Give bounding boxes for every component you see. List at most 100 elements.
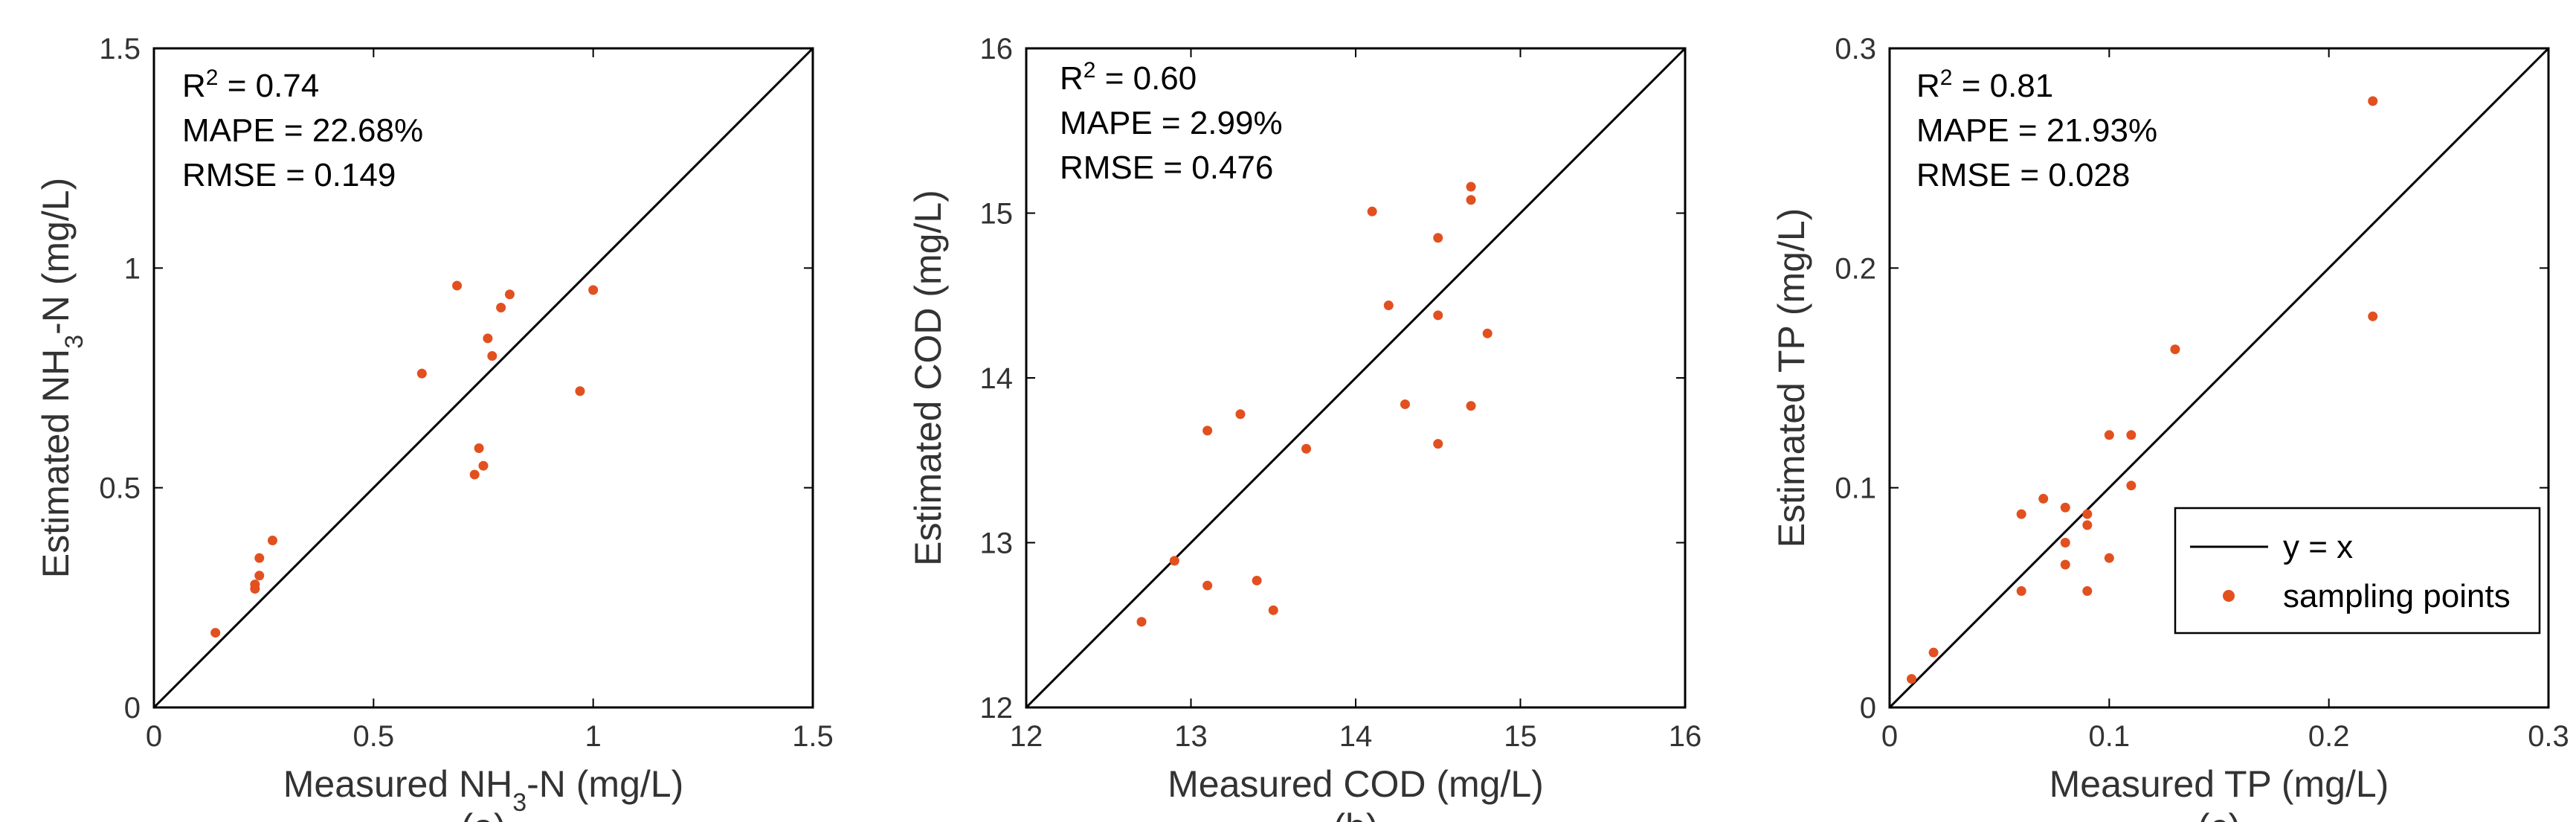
y-tick-label: 0.5 xyxy=(99,472,141,505)
stat-mape: MAPE = 2.99% xyxy=(1060,105,1283,141)
x-axis-label: Measured NH3-N (mg/L) xyxy=(283,763,683,817)
data-point xyxy=(575,386,585,396)
y-tick-label: 14 xyxy=(980,362,1014,395)
data-point xyxy=(2016,585,2026,596)
plot-frame xyxy=(152,47,814,709)
data-point xyxy=(2060,559,2070,570)
y-axis-label-subscript: 3 xyxy=(60,335,88,349)
panel-label: (a) xyxy=(460,806,506,822)
y-axis-label: Estimated NH3-N (mg/L) xyxy=(35,178,88,578)
legend: y = x sampling points xyxy=(2174,507,2541,635)
data-point xyxy=(1466,401,1476,411)
y-axis-label: Estimated COD (mg/L) xyxy=(907,190,949,566)
data-point xyxy=(452,280,463,291)
data-point xyxy=(254,571,265,581)
data-point xyxy=(416,368,427,379)
plot-frame xyxy=(1888,47,2550,709)
data-point xyxy=(1367,206,1377,216)
data-point xyxy=(478,460,489,471)
data-point xyxy=(254,553,265,563)
x-tick-label: 0.3 xyxy=(2528,720,2569,753)
legend-line-label: y = x xyxy=(2283,529,2353,565)
stat-r-value: = 0.81 xyxy=(1952,68,2053,104)
data-point xyxy=(1169,556,1179,566)
x-tick-label: 14 xyxy=(1339,720,1373,753)
stat-r-squared: R2 = 0.60 xyxy=(1060,58,1197,97)
stat-mape: MAPE = 22.68% xyxy=(182,112,423,149)
y-axis-label-text: Estimated COD (mg/L) xyxy=(907,190,949,566)
chart-panel-b: 12 13 14 15 16 12 13 14 15 16 Measured COD (mg/L) E… xyxy=(907,33,1701,822)
data-point xyxy=(2060,538,2070,548)
data-point xyxy=(1202,426,1213,436)
data-point xyxy=(2038,493,2049,504)
data-point xyxy=(469,469,480,480)
data-point xyxy=(2082,509,2093,519)
y-tick-label: 1.5 xyxy=(99,33,141,65)
stat-r-label: R xyxy=(1916,68,1940,104)
panel-label: (c) xyxy=(2197,806,2241,822)
x-tick-label: 12 xyxy=(1010,720,1043,753)
x-tick-label: 0.2 xyxy=(2308,720,2350,753)
data-point xyxy=(1235,409,1246,420)
y-tick-label: 0.2 xyxy=(1835,252,1876,285)
x-axis-label-text: Measured NH xyxy=(283,763,512,805)
data-point xyxy=(2368,311,2378,321)
data-point xyxy=(487,350,498,361)
data-point xyxy=(2126,481,2137,491)
data-point xyxy=(1482,328,1493,338)
y-axis-label-suffix: -N (mg/L) xyxy=(35,178,77,335)
x-tick-label: 1 xyxy=(585,720,602,753)
y-tick-label: 0 xyxy=(124,692,141,725)
data-point xyxy=(2104,553,2114,563)
y-tick-label: 15 xyxy=(980,198,1014,231)
data-point xyxy=(1433,439,1443,449)
data-point xyxy=(504,289,515,300)
y-axis-label-text: Estimated TP (mg/L) xyxy=(1771,208,1812,548)
panel-label: (b) xyxy=(1333,806,1378,822)
data-point xyxy=(2104,430,2114,440)
stat-r-value: = 0.74 xyxy=(218,68,319,104)
y-axis-label: Estimated TP (mg/L) xyxy=(1771,208,1812,548)
data-point xyxy=(1466,195,1476,205)
y-tick-label: 1 xyxy=(124,252,141,285)
stat-r-label: R xyxy=(1060,60,1083,97)
x-tick-label: 0.1 xyxy=(2089,720,2131,753)
x-axis-label: Measured COD (mg/L) xyxy=(1168,763,1544,805)
data-point xyxy=(2170,344,2180,355)
data-point xyxy=(2126,430,2137,440)
y-tick-label: 12 xyxy=(980,692,1014,725)
data-point xyxy=(1301,443,1312,454)
data-point xyxy=(483,333,493,344)
stat-r-value: = 0.60 xyxy=(1095,60,1197,97)
data-point xyxy=(1252,575,1262,585)
data-point xyxy=(210,628,221,638)
x-axis-label-text: Measured COD (mg/L) xyxy=(1168,763,1544,805)
data-point xyxy=(1466,182,1476,192)
y-tick-label: 16 xyxy=(980,33,1014,65)
data-point xyxy=(1907,674,1917,684)
x-axis-label: Measured TP (mg/L) xyxy=(2049,763,2389,805)
data-point xyxy=(1383,301,1394,311)
x-tick-label: 0 xyxy=(1881,720,1898,753)
stat-rmse: RMSE = 0.476 xyxy=(1060,150,1273,186)
stat-rmse: RMSE = 0.149 xyxy=(182,157,396,193)
legend-points-label: sampling points xyxy=(2283,578,2511,614)
data-point xyxy=(474,443,484,454)
data-point xyxy=(1136,617,1147,627)
x-axis-label-text: Measured TP (mg/L) xyxy=(2049,763,2389,805)
y-tick-label: 0.1 xyxy=(1835,472,1876,505)
data-point xyxy=(2082,585,2093,596)
data-point xyxy=(250,579,260,590)
x-tick-label: 13 xyxy=(1174,720,1208,753)
data-point xyxy=(2368,96,2378,106)
y-tick-label: 0.3 xyxy=(1835,33,1876,65)
x-tick-label: 15 xyxy=(1504,720,1537,753)
stat-rmse: RMSE = 0.028 xyxy=(1916,157,2130,193)
data-point xyxy=(2016,509,2026,519)
data-point xyxy=(267,536,277,546)
data-point xyxy=(1433,233,1443,243)
data-point xyxy=(1202,580,1213,591)
data-point xyxy=(1433,310,1443,321)
